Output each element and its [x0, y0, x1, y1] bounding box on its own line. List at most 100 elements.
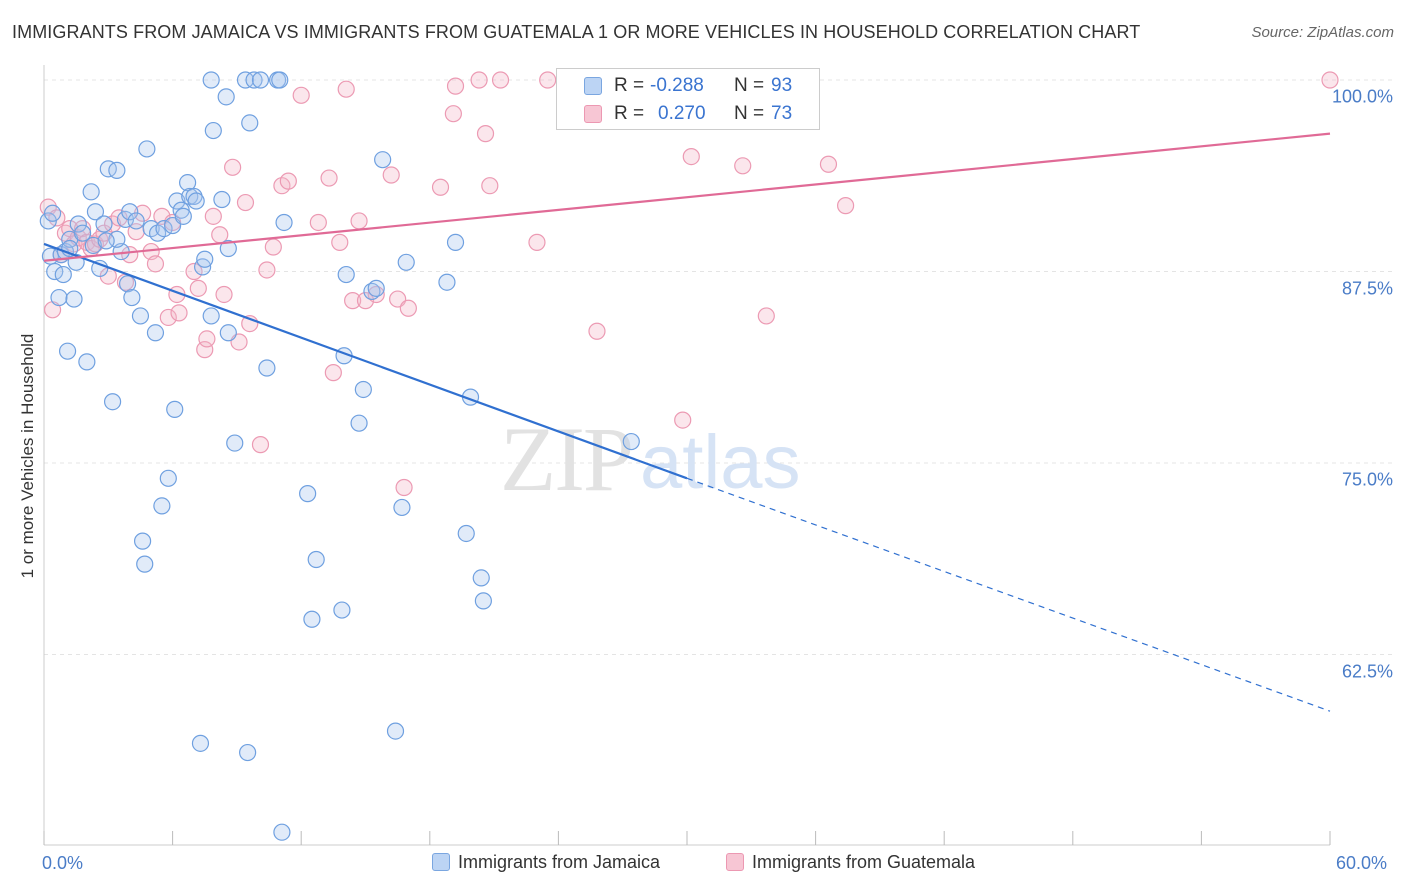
guatemala-point [399, 299, 417, 317]
guatemala-point [837, 197, 855, 215]
guatemala-point [682, 148, 700, 166]
grid-lines [44, 79, 1392, 655]
guatemala-point [382, 166, 400, 184]
jamaica-point [159, 469, 177, 487]
legend-swatch-guatemala [584, 105, 602, 123]
jamaica-point [386, 722, 405, 740]
jamaica-point [127, 212, 145, 230]
y-tick-label: 87.5% [1341, 278, 1393, 298]
jamaica-point [174, 207, 192, 225]
guatemala-point [258, 261, 276, 279]
trend-lines [43, 132, 1331, 712]
bottom-legend-label-guatemala: Immigrants from Guatemala [752, 852, 976, 872]
guatemala-point [528, 233, 546, 251]
guatemala-point [320, 169, 338, 187]
watermark: ZIP atlas [500, 408, 801, 510]
jamaica-point [271, 71, 289, 89]
jamaica-point [99, 160, 117, 178]
jamaica-point [622, 432, 640, 451]
guatemala-point [337, 80, 355, 98]
legend-r-value: 0.270 [658, 103, 706, 124]
trend-line-jamaica-extension [686, 477, 1331, 712]
jamaica-point [299, 485, 317, 503]
bottom-legend-jamaica: Immigrants from Jamaica [432, 852, 660, 873]
guatemala-point [224, 158, 242, 176]
jamaica-point [397, 253, 415, 271]
jamaica-point [187, 192, 205, 210]
bottom-legend-swatch-jamaica [432, 853, 450, 871]
jamaica-point [367, 279, 385, 297]
jamaica-point [95, 215, 113, 233]
jamaica-point [153, 497, 171, 515]
jamaica-point [86, 203, 105, 221]
jamaica-point [131, 307, 150, 325]
guatemala-point [236, 193, 255, 212]
jamaica-point [245, 71, 263, 89]
guatemala-point [1321, 71, 1339, 89]
guatemala-point [264, 238, 282, 256]
chart-title: IMMIGRANTS FROM JAMAICA VS IMMIGRANTS FR… [12, 22, 1141, 42]
jamaica-point [204, 121, 222, 140]
x-tick-label-max: 60.0% [1336, 853, 1388, 873]
jamaica-point [168, 192, 186, 210]
y-tick-label: 100.0% [1331, 86, 1393, 107]
guatemala-point [395, 478, 413, 497]
jamaica-point [133, 532, 152, 550]
legend-n-label: N = [734, 103, 765, 124]
jamaica-points [39, 71, 640, 841]
jamaica-point [136, 555, 154, 573]
jamaica-point [472, 569, 490, 587]
jamaica-point [108, 230, 126, 248]
guatemala-point [470, 71, 488, 89]
guatemala-point [734, 157, 752, 175]
guatemala-point [110, 209, 128, 227]
jamaica-point [65, 290, 83, 308]
guatemala-point [491, 71, 510, 89]
jamaica-point [202, 71, 220, 89]
jamaica-point [103, 393, 122, 411]
jamaica-point [354, 380, 372, 399]
jamaica-point [123, 288, 141, 307]
jamaica-point [241, 114, 259, 132]
jamaica-point [474, 592, 492, 610]
jamaica-point [219, 239, 237, 258]
guatemala-point [279, 172, 297, 190]
guatemala-point [292, 86, 310, 104]
jamaica-point [307, 550, 325, 569]
y-tick-label: 62.5% [1341, 661, 1393, 681]
watermark-zip: ZIP [500, 408, 632, 510]
bottom-legend-label-jamaica: Immigrants from Jamaica [458, 852, 661, 872]
jamaica-point [97, 232, 115, 250]
watermark-atlas: atlas [640, 420, 801, 505]
guatemala-point [588, 322, 606, 340]
guatemala-point [170, 304, 188, 322]
guatemala-point [539, 71, 557, 89]
bottom-legend-guatemala: Immigrants from Guatemala [726, 852, 975, 873]
trend-line-jamaica [43, 242, 688, 480]
jamaica-point [219, 324, 237, 342]
jamaica-point [118, 275, 137, 293]
jamaica-point [239, 743, 257, 762]
guatemala-point [215, 285, 233, 304]
guatemala-point [309, 213, 327, 232]
jamaica-point [58, 342, 77, 360]
jamaica-point [374, 151, 392, 169]
guatemala-point [481, 177, 499, 195]
jamaica-point [350, 414, 368, 432]
jamaica-point [273, 823, 291, 841]
jamaica-point [217, 88, 235, 106]
jamaica-point [303, 610, 321, 628]
jamaica-point [191, 734, 210, 752]
jamaica-point [438, 273, 456, 291]
jamaica-point [69, 215, 87, 233]
legend-r-label: R = [614, 75, 645, 96]
jamaica-point [121, 203, 139, 221]
guatemala-point [446, 77, 465, 95]
jamaica-point [202, 307, 220, 325]
correlation-legend: R = -0.288 N = 93 R = 0.270 N = 73 [556, 68, 820, 130]
jamaica-point [213, 190, 231, 209]
jamaica-point [196, 250, 214, 268]
guatemala-point [146, 255, 165, 273]
guatemala-points [39, 71, 1339, 497]
